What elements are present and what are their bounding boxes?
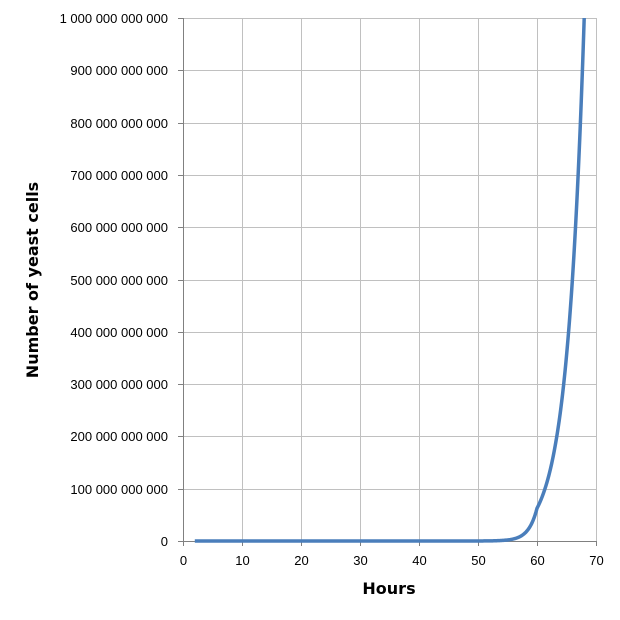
x-tick-label: 30 <box>353 553 367 568</box>
y-tick-label: 1 000 000 000 000 <box>60 11 168 26</box>
y-axis-title: Number of yeast cells <box>23 182 42 378</box>
y-tick-label: 400 000 000 000 <box>70 325 168 340</box>
x-tick-label: 40 <box>412 553 426 568</box>
grid-lines <box>183 18 597 541</box>
y-tick-label: 200 000 000 000 <box>70 429 168 444</box>
x-tick-label: 20 <box>294 553 308 568</box>
series-line <box>194 17 586 543</box>
y-tick-label: 100 000 000 000 <box>70 482 168 497</box>
x-axis-title: Hours <box>362 579 415 598</box>
y-tick-label: 600 000 000 000 <box>70 220 168 235</box>
axes <box>178 18 597 546</box>
series-layer <box>194 17 586 543</box>
x-tick-label: 70 <box>589 553 603 568</box>
y-tick-label: 700 000 000 000 <box>70 168 168 183</box>
y-tick-label: 800 000 000 000 <box>70 116 168 131</box>
y-tick-label: 500 000 000 000 <box>70 273 168 288</box>
y-tick-labels: 0 100 000 000 000 200 000 000 000 300 000 0… <box>60 11 168 549</box>
x-tick-label: 60 <box>530 553 544 568</box>
y-tick-label: 900 000 000 000 <box>70 63 168 78</box>
y-tick-label: 300 000 000 000 <box>70 377 168 392</box>
x-tick-label: 50 <box>471 553 485 568</box>
x-tick-label: 0 <box>180 553 187 568</box>
x-tick-labels: 0 10 20 30 40 50 60 70 <box>180 553 604 568</box>
y-tick-label: 0 <box>161 534 168 549</box>
x-tick-label: 10 <box>235 553 249 568</box>
